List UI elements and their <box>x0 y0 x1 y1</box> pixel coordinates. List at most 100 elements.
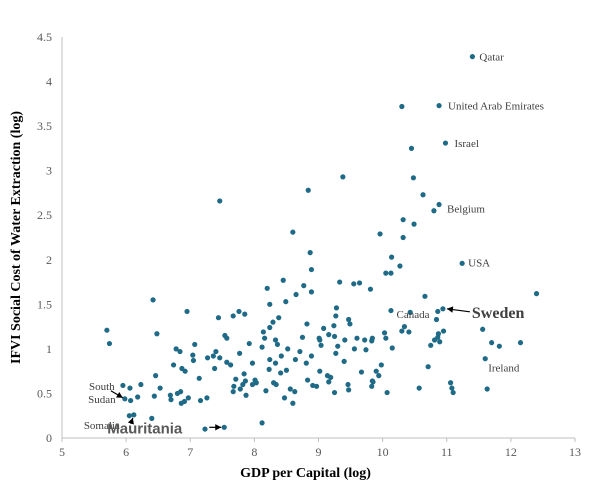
data-point <box>333 305 340 311</box>
data-point <box>345 381 351 388</box>
data-point <box>431 337 438 343</box>
data-point <box>287 386 293 392</box>
data-point <box>106 340 113 347</box>
label-sweden: Sweden <box>472 305 525 322</box>
data-point <box>167 392 173 398</box>
data-point <box>230 389 236 395</box>
x-axis-ticks: 5 6 7 8 9 10 11 12 13 <box>59 438 581 459</box>
data-point <box>153 373 159 379</box>
label-belgium: Belgium <box>447 204 485 216</box>
data-point <box>243 392 249 398</box>
data-point <box>267 324 273 331</box>
data-point <box>326 379 332 385</box>
data-point <box>433 316 440 323</box>
label-usa: USA <box>468 257 490 269</box>
data-point <box>450 389 456 396</box>
data-point <box>369 383 375 389</box>
data-point <box>135 394 141 400</box>
data-point <box>397 263 403 269</box>
data-point <box>197 397 204 404</box>
annotation-arrows <box>110 306 470 431</box>
sweden-arrow-head <box>446 306 454 313</box>
data-point <box>408 145 415 151</box>
data-point <box>383 270 389 276</box>
data-point <box>356 280 363 286</box>
y-axis-ticks: 0 0.5 1 1.5 2 2.5 3 3.5 4 4.5 <box>37 30 52 445</box>
x-tick-label: 7 <box>187 445 193 459</box>
data-point <box>231 383 237 389</box>
y-tick-label: 2 <box>46 253 52 267</box>
data-point <box>331 333 338 340</box>
data-point <box>401 324 408 330</box>
data-point <box>482 356 488 362</box>
y-tick-label: 0.5 <box>37 386 52 400</box>
data-point <box>436 201 442 208</box>
data-point <box>517 340 524 346</box>
data-point <box>400 217 406 223</box>
data-point <box>310 382 316 389</box>
data-point <box>308 289 315 295</box>
data-point <box>376 373 382 379</box>
data-point <box>177 348 183 355</box>
data-point <box>212 365 218 372</box>
data-point <box>281 395 288 401</box>
data-point <box>389 345 395 351</box>
data-point <box>331 389 338 396</box>
data-point <box>363 347 369 353</box>
data-point <box>480 326 486 332</box>
data-point <box>230 313 236 319</box>
data-point <box>347 321 353 327</box>
data-point <box>174 390 181 397</box>
y-tick-label: 1 <box>46 342 52 356</box>
data-point <box>120 382 126 389</box>
data-point <box>307 250 313 256</box>
data-point <box>425 364 431 370</box>
somalia-arrow-head <box>127 417 134 425</box>
data-point <box>331 323 337 329</box>
data-point <box>308 266 315 273</box>
x-tick-label: 11 <box>441 445 453 459</box>
data-point <box>469 54 475 60</box>
data-point <box>246 340 252 347</box>
label-ireland: Ireland <box>488 363 520 375</box>
data-point <box>259 420 265 426</box>
y-tick-label: 0 <box>46 431 52 445</box>
data-points <box>104 54 540 432</box>
data-point <box>321 325 327 331</box>
data-point <box>242 311 248 317</box>
data-point <box>303 360 309 366</box>
data-point <box>293 291 299 298</box>
y-tick-label: 3 <box>46 164 52 178</box>
data-point <box>489 340 495 346</box>
data-point <box>280 277 286 283</box>
data-point <box>428 342 434 348</box>
data-point <box>399 103 405 110</box>
data-point <box>328 374 334 381</box>
data-point <box>484 386 490 392</box>
data-point <box>389 254 395 260</box>
label-qatar: Qatar <box>479 52 504 64</box>
data-point <box>406 329 412 335</box>
data-point <box>236 308 242 315</box>
data-point <box>351 346 358 352</box>
data-point <box>333 313 339 319</box>
data-point <box>337 279 343 285</box>
x-tick-label: 10 <box>377 445 389 459</box>
data-point <box>278 370 284 376</box>
data-point <box>362 337 368 343</box>
label-mauritania: Mauritania <box>107 420 183 437</box>
data-point <box>228 362 234 368</box>
data-point <box>370 379 376 385</box>
data-point <box>215 315 222 321</box>
data-point <box>496 343 502 349</box>
label-israel: Israel <box>454 138 478 150</box>
data-point <box>217 355 223 361</box>
data-point <box>304 377 311 383</box>
data-point <box>264 285 270 291</box>
data-point <box>335 343 341 349</box>
data-point <box>342 337 348 343</box>
data-point <box>185 395 191 401</box>
data-point <box>416 385 422 391</box>
data-point <box>373 368 379 374</box>
data-point <box>151 393 157 399</box>
